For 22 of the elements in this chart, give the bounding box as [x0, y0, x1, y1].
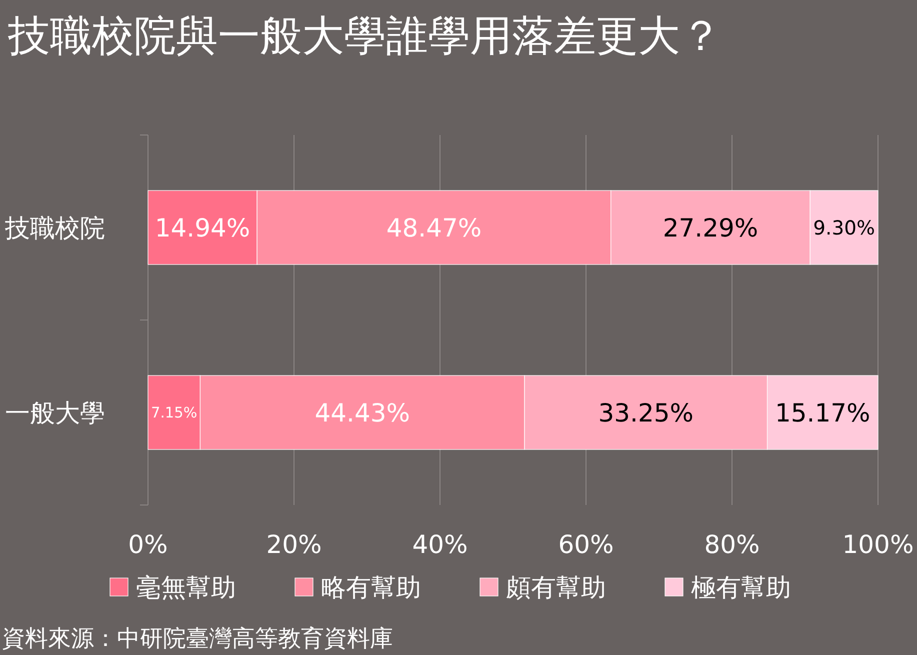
data-label: 14.94%: [154, 214, 250, 242]
legend-label: 略有幫助: [321, 573, 421, 602]
x-tick-label: 0%: [128, 530, 168, 559]
data-label: 7.15%: [151, 406, 198, 422]
data-label: 9.30%: [813, 216, 875, 240]
legend-label: 毫無幫助: [136, 573, 236, 602]
source-note: 資料來源：中研院臺灣高等教育資料庫: [2, 626, 393, 652]
x-tick-label: 60%: [558, 530, 614, 559]
y-tick-label: 技職校院: [4, 214, 105, 242]
x-tick-label: 20%: [266, 530, 322, 559]
y-tick-label: 一般大學: [5, 398, 105, 428]
legend-label: 頗有幫助: [506, 573, 606, 602]
data-label: 15.17%: [774, 398, 870, 428]
data-label: 27.29%: [662, 214, 758, 242]
x-tick-label: 100%: [842, 530, 914, 559]
data-label: 33.25%: [598, 398, 694, 428]
legend-label: 極有幫助: [691, 573, 791, 602]
data-label: 48.47%: [386, 214, 482, 242]
data-label: 44.43%: [314, 398, 410, 428]
chart-title: 技職校院與一般大學誰學用落差更大？: [7, 11, 722, 60]
x-tick-label: 40%: [412, 530, 468, 559]
x-tick-label: 80%: [704, 530, 760, 559]
